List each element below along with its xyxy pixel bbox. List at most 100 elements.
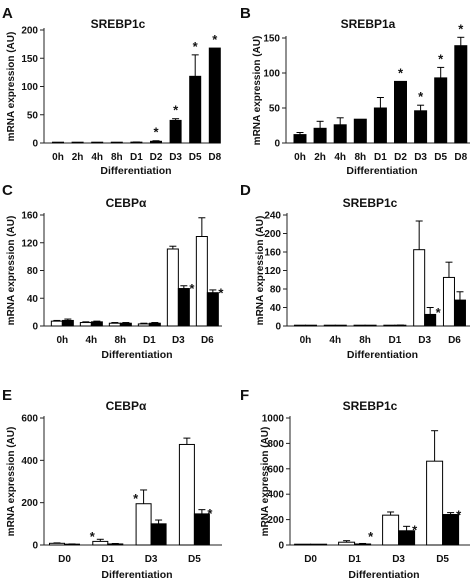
x-tick-label: D6 xyxy=(201,335,214,346)
panel-letter: F xyxy=(240,387,249,404)
significance-marker: * xyxy=(418,89,424,104)
y-tick-label: 600 xyxy=(21,414,38,425)
y-tick-label: 1000 xyxy=(262,414,285,425)
significance-marker: * xyxy=(189,281,195,296)
bar xyxy=(50,320,63,327)
chart-title: CEBPα xyxy=(106,196,147,210)
bar xyxy=(373,107,387,144)
y-tick-label: 150 xyxy=(21,54,38,65)
panel-letter: A xyxy=(2,5,13,22)
bar xyxy=(150,140,162,144)
y-axis-label: mRNA expression (AU) xyxy=(252,36,263,146)
x-tick-label: D0 xyxy=(58,554,71,565)
y-tick-label: 120 xyxy=(21,238,38,249)
y-axis-label: mRNA expression (AU) xyxy=(260,427,271,537)
x-tick-label: 2h xyxy=(314,152,326,163)
bar xyxy=(382,514,400,546)
bar xyxy=(293,134,307,144)
bar xyxy=(426,460,444,546)
x-tick-label: 4h xyxy=(86,335,98,346)
x-tick-label: D5 xyxy=(436,554,449,565)
y-tick-label: 0 xyxy=(32,541,38,552)
x-tick-label: 0h xyxy=(52,152,64,163)
bar xyxy=(79,322,92,327)
bar xyxy=(364,324,377,327)
significance-marker: * xyxy=(456,508,462,523)
bar xyxy=(353,324,366,327)
chart-panel-e: E CEBPα 0 200 400 600 mRNA expression (AU) Diff… xyxy=(2,387,222,581)
significance-marker: * xyxy=(153,125,159,140)
bar xyxy=(206,292,219,327)
x-tick-label: D1 xyxy=(143,335,156,346)
y-axis-label: mRNA expression (AU) xyxy=(6,32,17,142)
y-tick-label: 200 xyxy=(267,515,284,526)
y-tick-label: 80 xyxy=(270,285,282,296)
bar xyxy=(90,321,103,327)
chart-panel-f: F SREBP1c 0 200 400 600 800 1000 mRNA expression… xyxy=(240,387,470,581)
bar xyxy=(189,75,202,144)
y-tick-label: 800 xyxy=(267,439,284,450)
chart-panel-c: C CEBPα 0 40 80 120 160 mRNA expression (AU) Dif… xyxy=(2,182,224,361)
x-tick-label: D6 xyxy=(448,335,461,346)
y-axis-label: mRNA expression (AU) xyxy=(255,216,266,326)
x-tick-label: D5 xyxy=(188,554,201,565)
bar xyxy=(338,541,356,546)
x-tick-label: D1 xyxy=(388,335,401,346)
bar xyxy=(294,543,312,546)
x-tick-label: 0h xyxy=(57,335,69,346)
chart-title: SREBP1c xyxy=(343,196,398,210)
significance-marker: * xyxy=(218,285,224,300)
bar xyxy=(48,542,65,546)
x-axis-label: Differentiation xyxy=(100,165,171,177)
y-tick-label: 160 xyxy=(264,248,281,259)
bar xyxy=(169,119,182,144)
bar xyxy=(453,299,466,327)
x-tick-label: D3 xyxy=(169,152,182,163)
x-tick-label: D2 xyxy=(150,152,163,163)
x-tick-label: D3 xyxy=(172,335,185,346)
bar xyxy=(92,540,109,546)
bar xyxy=(434,77,448,144)
bar xyxy=(394,80,407,144)
chart-title: SREBP1c xyxy=(91,17,146,31)
chart-title: CEBPα xyxy=(106,399,147,413)
y-tick-label: 40 xyxy=(27,294,39,305)
significance-marker: * xyxy=(193,39,199,54)
x-axis-label: Differentiation xyxy=(101,569,172,581)
panel-letter: B xyxy=(240,5,251,22)
significance-marker: * xyxy=(458,21,464,36)
y-tick-label: 200 xyxy=(21,498,38,509)
bar xyxy=(91,141,104,144)
x-tick-label: D3 xyxy=(418,335,431,346)
x-axis-label: Differentiation xyxy=(348,569,419,581)
y-tick-label: 100 xyxy=(263,69,280,80)
y-tick-label: 400 xyxy=(267,490,284,501)
x-tick-label: D1 xyxy=(130,152,143,163)
x-tick-label: D3 xyxy=(392,554,405,565)
bar xyxy=(424,313,437,327)
y-tick-label: 150 xyxy=(263,34,280,45)
x-tick-label: D5 xyxy=(434,152,447,163)
x-tick-label: D8 xyxy=(208,152,221,163)
y-tick-label: 240 xyxy=(264,211,281,222)
significance-marker: * xyxy=(398,65,404,80)
x-tick-label: D8 xyxy=(454,152,467,163)
y-tick-label: 0 xyxy=(275,322,281,333)
panel-letter: E xyxy=(2,387,12,404)
x-tick-label: 8h xyxy=(115,335,127,346)
y-tick-label: 600 xyxy=(267,464,284,475)
x-tick-label: 0h xyxy=(294,152,306,163)
bar xyxy=(454,45,468,144)
x-tick-label: 8h xyxy=(111,152,123,163)
bar xyxy=(71,141,84,144)
y-tick-label: 0 xyxy=(32,322,38,333)
bar xyxy=(414,110,428,144)
y-tick-label: 40 xyxy=(270,303,282,314)
significance-marker: * xyxy=(207,506,213,521)
bar xyxy=(61,319,74,327)
y-tick-label: 200 xyxy=(264,229,281,240)
bar xyxy=(107,543,124,546)
bar xyxy=(334,324,347,327)
